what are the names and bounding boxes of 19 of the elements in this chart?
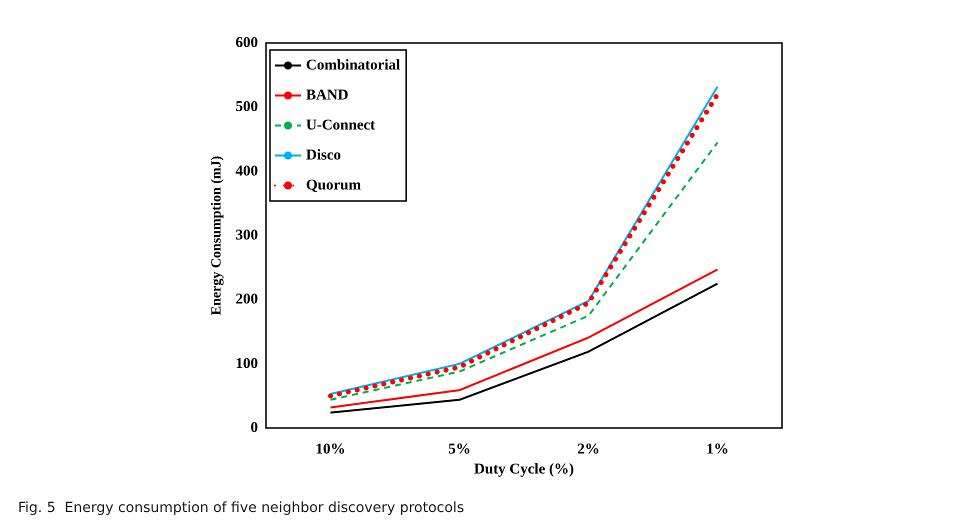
legend-label: BAND <box>306 88 349 104</box>
x-tick-label: 2% <box>577 442 600 458</box>
y-tick-label: 0 <box>250 420 258 436</box>
y-tick-label: 500 <box>236 99 258 116</box>
caption: Fig. 5 Energy consumption of five neighbor discovery protocols <box>18 500 464 516</box>
y-tick-label: 600 <box>236 35 258 51</box>
y-tick-label: 100 <box>236 356 258 372</box>
y-tick-label: 300 <box>236 228 258 244</box>
legend-label: U-Connect <box>306 118 376 134</box>
legend-label: Quorum <box>306 178 362 194</box>
x-tick-label: 1% <box>706 442 729 458</box>
x-tick-label: 5% <box>448 442 471 458</box>
x-tick-label: 10% <box>316 442 346 458</box>
legend-label: Combinatorial <box>306 58 400 74</box>
y-tick-label: 200 <box>236 292 258 308</box>
x-axis-title: Duty Cycle (%) <box>474 462 574 478</box>
y-axis-title: Energy Consumption (mJ) <box>210 155 224 316</box>
y-tick-label: 400 <box>236 163 258 180</box>
legend-label: Disco <box>306 148 341 164</box>
